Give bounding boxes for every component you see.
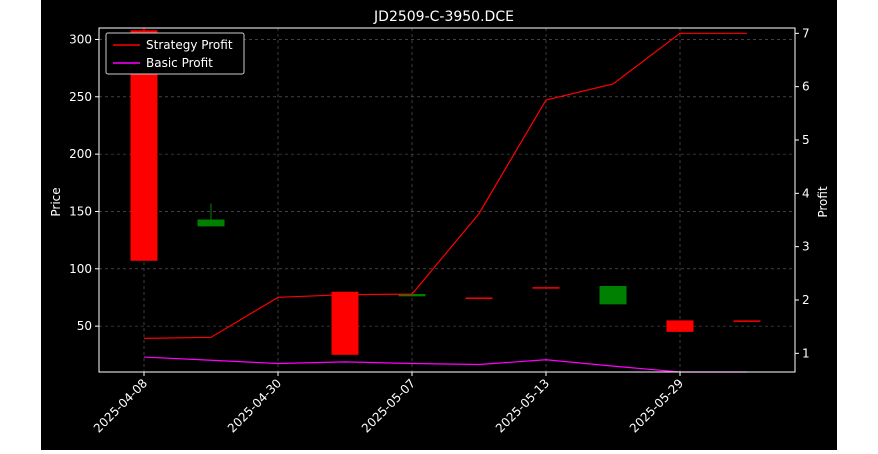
chart-title: JD2509-C-3950.DCE — [373, 9, 514, 25]
y-tick-label-right: 7 — [802, 26, 810, 40]
strategy-profit-line — [143, 32, 747, 339]
y-axis-label-left: Price — [49, 187, 63, 216]
candle-body — [666, 320, 694, 332]
y-axis-label-right: Profit — [816, 186, 830, 218]
left-axis-ticks: 50 100 150 200 250 300 — [69, 32, 99, 333]
candle-body — [197, 219, 225, 227]
chart-svg: JD2509-C-3950.DCE 50 100 150 200 250 300 1 2 3 4… — [49, 9, 830, 435]
x-tick-label: 2025-05-07 — [359, 376, 418, 435]
y-tick-label-left: 250 — [69, 90, 92, 104]
y-tick-label-left: 300 — [69, 32, 92, 46]
y-tick-label-right: 6 — [802, 80, 810, 94]
x-tick-label: 2025-04-08 — [91, 376, 150, 435]
x-tick-label: 2025-05-29 — [627, 376, 686, 435]
candle-body — [398, 294, 426, 297]
legend-label-basic: Basic Profit — [146, 56, 213, 70]
x-tick-label: 2025-05-13 — [493, 376, 552, 435]
y-tick-label-right: 5 — [802, 133, 810, 147]
y-tick-label-left: 150 — [69, 204, 92, 218]
legend-box — [105, 32, 245, 75]
candle-body — [733, 320, 761, 322]
chart-figure: JD2509-C-3950.DCE 50 100 150 200 250 300 1 2 3 4… — [41, 0, 837, 450]
basic-profit-line — [143, 356, 747, 373]
candles-layer — [130, 28, 761, 355]
y-tick-label-right: 1 — [802, 346, 810, 360]
candle-body — [532, 287, 560, 289]
y-tick-label-right: 4 — [802, 186, 810, 200]
legend: Strategy Profit Basic Profit — [105, 32, 245, 75]
y-tick-label-left: 50 — [77, 319, 92, 333]
x-tick-label: 2025-04-30 — [225, 376, 284, 435]
y-tick-label-left: 200 — [69, 147, 92, 161]
candle-body — [331, 291, 359, 355]
candle-body — [599, 286, 627, 305]
y-tick-label-left: 100 — [69, 262, 92, 276]
legend-label-strategy: Strategy Profit — [146, 38, 233, 52]
plot-frame — [98, 27, 796, 373]
right-axis-ticks: 1 2 3 4 5 6 7 — [795, 26, 810, 360]
y-tick-label-right: 3 — [802, 240, 810, 254]
profit-lines-layer — [143, 32, 747, 373]
candle-body — [465, 297, 493, 299]
y-tick-label-right: 2 — [802, 293, 810, 307]
x-axis-ticks: 2025-04-08 2025-04-30 2025-05-07 2025-05-13… — [91, 372, 686, 435]
